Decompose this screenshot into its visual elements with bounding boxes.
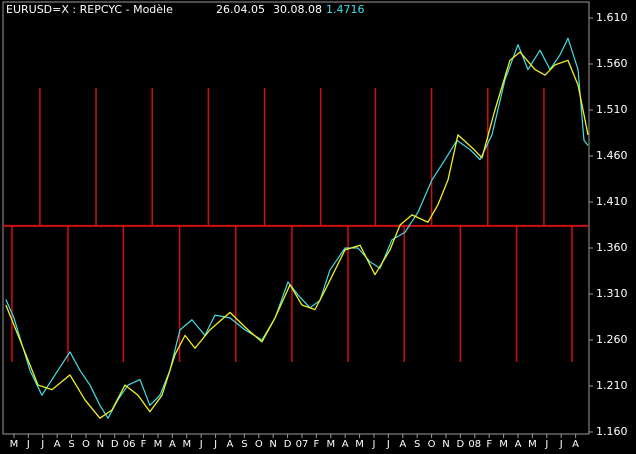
- y-tick-label: 1.560: [596, 57, 628, 70]
- x-tick-label: S: [241, 439, 247, 450]
- x-tick-label: N: [442, 439, 449, 450]
- x-tick-label: M: [154, 439, 163, 450]
- x-tick-label: J: [213, 439, 217, 450]
- x-tick-label: M: [355, 439, 364, 450]
- last-value: 1.4716: [326, 3, 365, 16]
- y-tick-label: 1.410: [596, 195, 628, 208]
- start-date: 26.04.05: [216, 3, 265, 16]
- x-tick-label: J: [386, 439, 390, 450]
- price-line: [5, 51, 589, 419]
- x-tick-label: N: [269, 439, 276, 450]
- plot-frame: [2, 1, 590, 435]
- x-tick-label: M: [182, 439, 191, 450]
- x-tick-label: A: [54, 439, 61, 450]
- x-tick-label: O: [255, 439, 263, 450]
- x-tick-label: A: [342, 439, 349, 450]
- x-tick-label: 07: [296, 439, 309, 450]
- x-tick-label: J: [199, 439, 203, 450]
- x-tick-label: D: [111, 439, 119, 450]
- x-tick-label: F: [313, 439, 319, 450]
- x-tick-label: D: [457, 439, 465, 450]
- x-tick-label: M: [528, 439, 537, 450]
- x-tick-label: A: [572, 439, 579, 450]
- x-tick-label: J: [544, 439, 548, 450]
- price-line: [5, 37, 589, 419]
- x-tick-label: S: [68, 439, 74, 450]
- x-tick-label: J: [40, 439, 44, 450]
- y-tick-label: 1.210: [596, 379, 628, 392]
- x-tick-label: 08: [468, 439, 481, 450]
- x-tick-label: A: [399, 439, 406, 450]
- x-tick-label: 06: [123, 439, 136, 450]
- y-tick-label: 1.310: [596, 287, 628, 300]
- y-tick-label: 1.360: [596, 241, 628, 254]
- y-tick-label: 1.610: [596, 11, 628, 24]
- x-tick-label: A: [227, 439, 234, 450]
- x-tick-label: A: [515, 439, 522, 450]
- y-tick-label: 1.160: [596, 425, 628, 438]
- x-tick-label: M: [326, 439, 335, 450]
- x-tick-label: A: [169, 439, 176, 450]
- x-tick-label: M: [10, 439, 19, 450]
- y-tick-label: 1.510: [596, 103, 628, 116]
- x-tick-label: D: [284, 439, 292, 450]
- end-date: 30.08.08: [273, 3, 322, 16]
- y-tick-label: 1.460: [596, 149, 628, 162]
- x-tick-label: S: [414, 439, 420, 450]
- x-tick-label: O: [428, 439, 436, 450]
- x-tick-label: J: [26, 439, 30, 450]
- x-tick-label: J: [372, 439, 376, 450]
- x-tick-label: F: [141, 439, 147, 450]
- chart-title: EURUSD=X : REPCYC - Modèle: [6, 3, 173, 16]
- x-tick-label: J: [559, 439, 563, 450]
- x-tick-label: F: [486, 439, 492, 450]
- x-tick-label: M: [499, 439, 508, 450]
- x-tick-label: O: [82, 439, 90, 450]
- x-tick-label: N: [97, 439, 104, 450]
- y-tick-label: 1.260: [596, 333, 628, 346]
